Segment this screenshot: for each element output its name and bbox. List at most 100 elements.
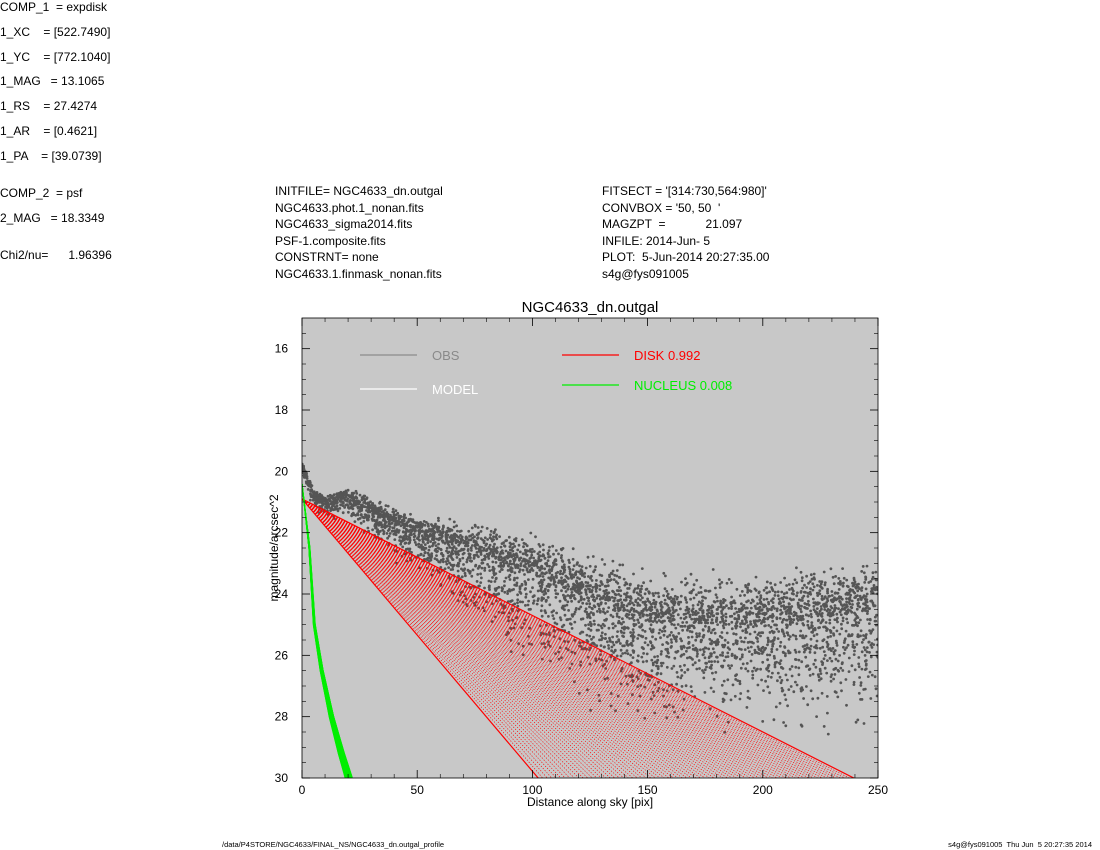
obs-point bbox=[572, 612, 576, 616]
obs-point bbox=[518, 568, 522, 571]
obs-point bbox=[371, 528, 374, 532]
obs-point bbox=[628, 602, 631, 605]
obs-point bbox=[404, 530, 408, 533]
obs-point bbox=[799, 629, 803, 633]
obs-point bbox=[492, 545, 495, 549]
obs-point bbox=[494, 576, 498, 580]
obs-point bbox=[471, 536, 474, 540]
obs-point bbox=[711, 671, 714, 675]
obs-point bbox=[778, 701, 782, 705]
obs-point bbox=[783, 646, 787, 649]
obs-point bbox=[684, 684, 688, 688]
obs-point bbox=[604, 602, 608, 605]
obs-point bbox=[730, 627, 734, 631]
obs-point bbox=[862, 571, 866, 575]
obs-point bbox=[842, 576, 846, 580]
obs-point bbox=[815, 591, 819, 595]
obs-point bbox=[686, 628, 689, 632]
obs-point bbox=[799, 607, 802, 611]
obs-point bbox=[773, 590, 777, 594]
obs-point bbox=[400, 539, 403, 543]
obs-point bbox=[621, 617, 624, 621]
obs-point bbox=[840, 597, 844, 601]
obs-point bbox=[794, 665, 798, 669]
obs-point bbox=[767, 663, 771, 667]
obs-point bbox=[580, 581, 584, 584]
obs-point bbox=[813, 577, 816, 581]
obs-point bbox=[626, 652, 630, 656]
obs-point bbox=[554, 589, 557, 592]
obs-point bbox=[431, 542, 435, 546]
obs-point bbox=[866, 675, 870, 678]
obs-point bbox=[632, 635, 636, 638]
obs-point bbox=[490, 602, 494, 605]
obs-point bbox=[755, 607, 759, 611]
obs-point bbox=[598, 588, 602, 591]
obs-point bbox=[691, 647, 695, 651]
obs-point bbox=[703, 646, 707, 650]
obs-point bbox=[519, 592, 523, 595]
obs-point bbox=[702, 618, 705, 622]
obs-point bbox=[821, 618, 825, 621]
obs-point bbox=[689, 685, 693, 688]
obs-point bbox=[509, 542, 513, 546]
obs-point bbox=[694, 609, 698, 613]
obs-point bbox=[613, 649, 617, 653]
obs-point bbox=[538, 554, 541, 558]
obs-point bbox=[551, 614, 555, 617]
obs-point bbox=[610, 572, 614, 576]
obs-point bbox=[623, 644, 626, 648]
obs-point bbox=[616, 630, 619, 633]
obs-point bbox=[695, 578, 699, 582]
obs-point bbox=[738, 608, 742, 611]
obs-point bbox=[663, 598, 667, 602]
obs-point bbox=[578, 692, 581, 695]
obs-point bbox=[647, 608, 651, 611]
obs-point bbox=[413, 521, 417, 524]
obs-point bbox=[600, 558, 604, 561]
obs-point bbox=[808, 650, 812, 654]
obs-point bbox=[684, 583, 687, 587]
obs-point bbox=[619, 589, 623, 592]
obs-point bbox=[448, 546, 452, 549]
obs-point bbox=[703, 691, 707, 694]
obs-point bbox=[543, 567, 547, 571]
header-plot-date: PLOT: 5-Jun-2014 20:27:35.00 bbox=[602, 250, 770, 264]
obs-point bbox=[620, 626, 624, 630]
obs-point bbox=[460, 535, 464, 539]
obs-point bbox=[356, 506, 360, 510]
obs-point bbox=[860, 667, 864, 671]
obs-point bbox=[552, 635, 556, 638]
obs-point bbox=[847, 670, 851, 673]
obs-point bbox=[451, 564, 455, 568]
param-pa: 1_PA = [39.0739] bbox=[0, 149, 102, 163]
obs-point bbox=[732, 642, 735, 646]
obs-point bbox=[722, 600, 725, 604]
obs-point bbox=[598, 584, 602, 588]
obs-point bbox=[499, 565, 503, 568]
obs-point bbox=[575, 579, 578, 583]
obs-point bbox=[822, 657, 826, 661]
obs-point bbox=[775, 616, 779, 619]
obs-point bbox=[862, 688, 866, 691]
obs-point bbox=[487, 579, 491, 583]
obs-point bbox=[799, 610, 803, 614]
obs-point bbox=[749, 606, 753, 610]
obs-point bbox=[645, 659, 649, 663]
obs-point bbox=[568, 570, 572, 573]
obs-point bbox=[860, 570, 864, 573]
obs-point bbox=[798, 615, 801, 619]
obs-point bbox=[771, 589, 775, 592]
obs-point bbox=[670, 622, 674, 626]
obs-point bbox=[630, 613, 634, 616]
obs-point bbox=[755, 651, 758, 654]
obs-point bbox=[544, 587, 547, 591]
obs-point bbox=[519, 562, 523, 566]
obs-point bbox=[506, 569, 510, 572]
obs-point bbox=[593, 568, 597, 572]
obs-point bbox=[581, 601, 585, 605]
obs-point bbox=[408, 541, 411, 544]
obs-point bbox=[856, 718, 860, 722]
obs-point bbox=[503, 584, 506, 588]
obs-point bbox=[579, 572, 582, 576]
